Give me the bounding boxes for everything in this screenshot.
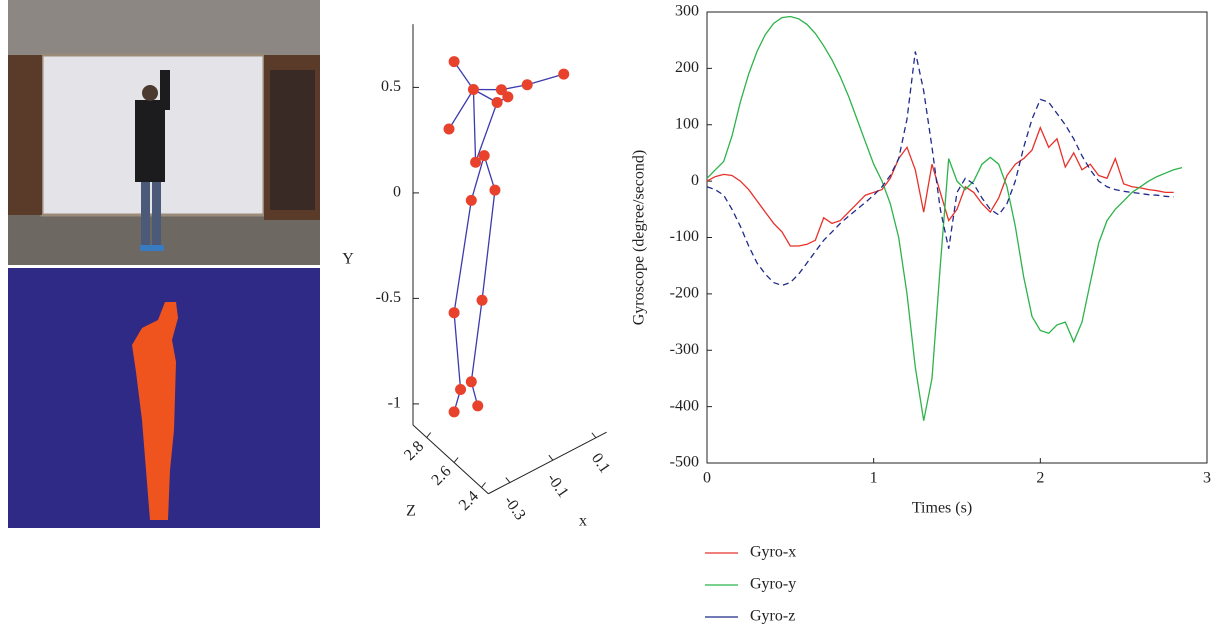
- x-tick-label: 0.1: [588, 450, 613, 476]
- x-tick-label: 3: [1203, 470, 1211, 487]
- bone: [448, 89, 475, 130]
- x-axis-label: x: [579, 513, 587, 530]
- x-axis-label: Times (s): [912, 500, 972, 517]
- x-tick: [505, 477, 511, 483]
- series-line: [706, 15, 1183, 421]
- x-tick-label: 0: [703, 470, 711, 487]
- joint: [478, 150, 490, 162]
- z-tick-label: 2.6: [428, 463, 454, 489]
- y-tick-label: -400: [670, 397, 699, 414]
- joint: [521, 79, 533, 91]
- legend-label: Gyro-y: [750, 576, 796, 593]
- bone: [481, 190, 496, 301]
- x-tick-label: -0.1: [543, 470, 571, 500]
- depth-image: [8, 268, 320, 528]
- joint: [455, 384, 467, 396]
- bone: [470, 155, 485, 201]
- legend-label: Gyro-z: [750, 608, 795, 625]
- y-axis-label: Y: [342, 251, 354, 268]
- z-tick-label: 2.8: [401, 438, 427, 464]
- z-tick-label: 2.4: [456, 488, 482, 514]
- joint: [472, 400, 484, 412]
- legend-label: Gyro-x: [750, 544, 796, 561]
- plot-frame: [706, 11, 1208, 464]
- y-tick-label: -300: [670, 341, 699, 358]
- y-tick-label: 0: [393, 184, 401, 201]
- z-axis-label: Z: [406, 503, 416, 520]
- y-tick-label: 100: [675, 115, 699, 132]
- y-tick-label: -1: [388, 395, 401, 412]
- x-tick-label: 2: [1036, 470, 1044, 487]
- y-tick-label: 300: [675, 3, 699, 20]
- joint: [502, 91, 514, 103]
- bone: [453, 61, 474, 90]
- z-tick: [426, 432, 432, 438]
- y-tick-label: 0: [691, 172, 699, 189]
- rgb-photo: [8, 0, 320, 265]
- y-tick-label: -200: [670, 285, 699, 302]
- bone: [470, 300, 483, 382]
- joint: [558, 68, 570, 80]
- y-tick-label: -100: [670, 228, 699, 245]
- joint: [465, 194, 477, 206]
- joint: [467, 84, 479, 95]
- axis-line: [488, 431, 607, 495]
- series-line: [706, 51, 1174, 287]
- z-tick: [481, 482, 486, 488]
- x-tick: [548, 454, 554, 461]
- y-axis-label: Gyroscope (degree/second): [631, 150, 648, 325]
- bone: [483, 155, 496, 191]
- x-tick-label: 1: [870, 470, 878, 487]
- bone: [472, 89, 477, 163]
- joint: [470, 156, 482, 168]
- joint: [448, 56, 460, 68]
- legend: Gyro-x Gyro-y Gyro-z: [705, 544, 796, 625]
- joint: [448, 406, 460, 418]
- bone: [453, 312, 462, 390]
- joint: [489, 184, 501, 196]
- joint: [465, 376, 477, 388]
- joint: [476, 294, 488, 306]
- series-line: [706, 125, 1174, 247]
- x-tick-label: -0.3: [500, 493, 528, 523]
- axis-line: [412, 424, 489, 495]
- y-tick-label: 0.5: [381, 78, 401, 95]
- y-tick-label: -500: [670, 454, 699, 471]
- y-tick-label: -0.5: [376, 289, 401, 306]
- joint: [495, 84, 507, 96]
- bone: [453, 200, 472, 313]
- bone: [527, 73, 564, 86]
- joint: [491, 97, 503, 108]
- joint: [448, 307, 460, 319]
- y-tick-label: 200: [675, 59, 699, 76]
- x-tick: [591, 432, 597, 439]
- bone: [474, 102, 498, 163]
- joint: [443, 123, 455, 135]
- z-tick: [453, 457, 459, 463]
